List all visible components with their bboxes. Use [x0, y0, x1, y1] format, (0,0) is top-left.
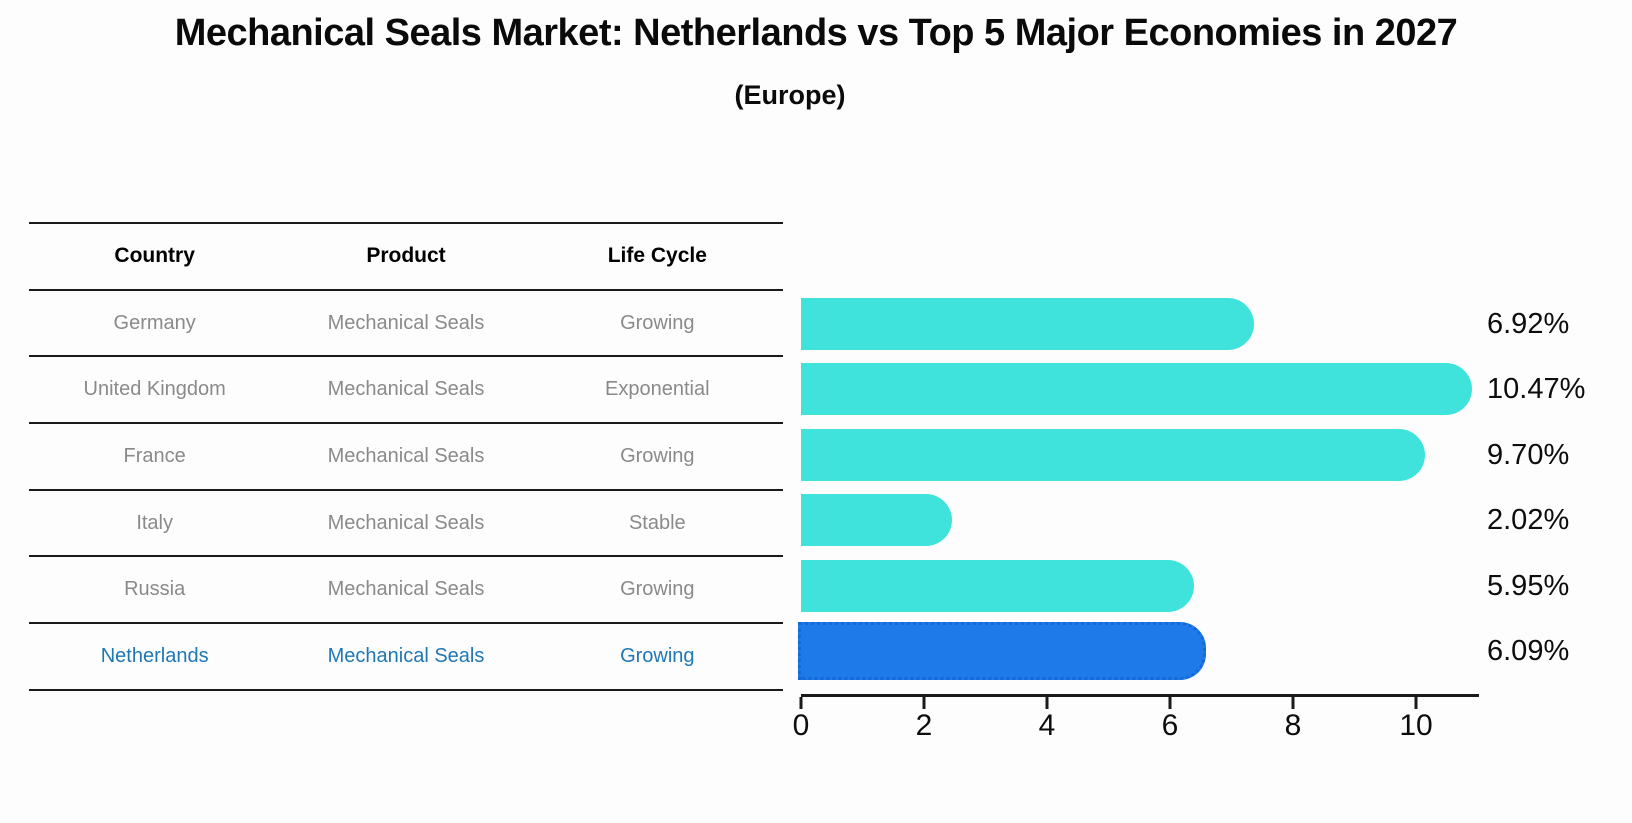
- table-cell-lifecycle: Growing: [620, 311, 695, 334]
- x-axis-tick: [1168, 697, 1172, 709]
- page-title: Mechanical Seals Market: Netherlands vs …: [174, 12, 1458, 54]
- bar-value-label: 9.70%: [1487, 438, 1570, 471]
- x-axis-tick: [1045, 697, 1049, 709]
- page-subtitle: (Europe): [734, 80, 846, 110]
- table-cell-product: Mechanical Seals: [327, 644, 485, 667]
- x-axis-tick: [922, 697, 926, 709]
- bar-value-label: 5.95%: [1487, 569, 1570, 602]
- table-row-netherlands: Netherlands Mechanical Seals Growing: [29, 624, 783, 691]
- table-row-united-kingdom: United Kingdom Mechanical Seals Exponentia…: [29, 357, 783, 425]
- bar-value-label: 6.92%: [1487, 308, 1570, 340]
- x-axis-tick-label: 0: [792, 709, 810, 742]
- table-cell-country: Italy: [136, 511, 173, 534]
- table-cell-lifecycle: Exponential: [605, 378, 710, 401]
- bar-france: [801, 428, 1425, 481]
- bar-russia: [801, 559, 1194, 612]
- table-cell-product: Mechanical Seals: [327, 378, 485, 401]
- table-cell-country: Russia: [124, 578, 186, 601]
- bar-value-label: 10.47%: [1487, 373, 1586, 406]
- x-axis-tick-label: 4: [1038, 709, 1056, 742]
- table-cell-product: Mechanical Seals: [327, 311, 485, 334]
- bar-value-label: 2.02%: [1487, 504, 1570, 537]
- table-cell-product: Mechanical Seals: [327, 511, 485, 534]
- x-axis-tick-label: 6: [1161, 709, 1179, 742]
- x-axis-tick: [1414, 697, 1418, 709]
- x-axis-line: [801, 694, 1479, 697]
- comparison-table: Country Product Life Cycle Germany Mechan…: [29, 222, 783, 691]
- bar-italy: [801, 494, 953, 547]
- x-axis-tick-label: 10: [1399, 709, 1433, 742]
- x-axis-tick-label: 8: [1284, 709, 1302, 742]
- bar-germany: [801, 298, 1254, 350]
- table-cell-product: Mechanical Seals: [327, 444, 485, 467]
- table-cell-lifecycle: Stable: [628, 511, 686, 534]
- table-cell-country: Netherlands: [100, 644, 209, 667]
- table-cell-country: Germany: [113, 311, 196, 334]
- table-cell-lifecycle: Growing: [620, 578, 695, 601]
- table-cell-lifecycle: Growing: [620, 444, 695, 467]
- table-row-russia: Russia Mechanical Seals Growing: [29, 557, 783, 625]
- bar-value-label: 6.09%: [1487, 635, 1570, 667]
- bar-netherlands: [798, 622, 1206, 680]
- table-row-france: France Mechanical Seals Growing: [29, 424, 783, 491]
- table-cell-product: Mechanical Seals: [327, 578, 485, 601]
- table-header-row: Country Product Life Cycle: [29, 224, 783, 291]
- table-cell-country: France: [123, 444, 186, 467]
- table-row-italy: Italy Mechanical Seals Stable: [29, 491, 783, 558]
- table-cell-lifecycle: Growing: [620, 644, 695, 667]
- x-axis-tick: [1291, 697, 1295, 709]
- header-cell-product: Product: [366, 244, 446, 268]
- x-axis-tick: [799, 697, 803, 709]
- header-cell-country: Country: [114, 244, 195, 268]
- header-cell-lifecycle: Life Cycle: [607, 244, 707, 268]
- table-row-germany: Germany Mechanical Seals Growing: [29, 291, 783, 358]
- table-cell-country: United Kingdom: [83, 378, 226, 401]
- x-axis-tick-label: 2: [915, 709, 933, 742]
- bar-united-kingdom: [801, 363, 1472, 416]
